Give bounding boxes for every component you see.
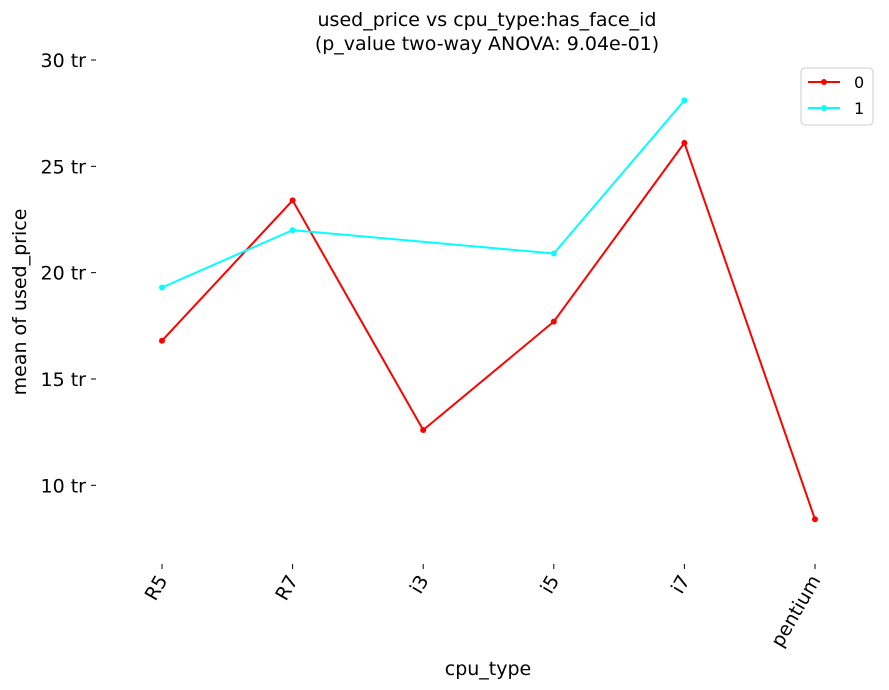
y-tick-label: 20 tr: [41, 263, 87, 285]
series-1-line: [161, 99, 686, 289]
series-0-point: [681, 139, 688, 146]
x-tick-label: i3: [406, 572, 434, 598]
legend-marker-0: [821, 79, 827, 85]
chart-title: used_price vs cpu_type:has_face_id: [318, 9, 657, 31]
y-tick-label: 25 tr: [41, 156, 87, 178]
x-axis-label: cpu_type: [445, 658, 532, 680]
series-1-point: [681, 97, 688, 104]
series-0-point: [159, 337, 165, 344]
series-0-point: [420, 427, 427, 433]
legend-label-0: 0: [854, 73, 864, 92]
series-1-point: [550, 250, 557, 257]
series-0-point: [812, 516, 818, 523]
legend: 01: [800, 67, 874, 126]
x-tick-label: pentium: [767, 572, 826, 651]
plot-area: [159, 97, 818, 523]
y-tick-label: 15 tr: [41, 369, 87, 391]
legend-marker-1: [821, 105, 827, 111]
series-1-point: [289, 227, 296, 234]
x-tick-label: R5: [141, 572, 173, 605]
x-tick-label: i5: [536, 572, 564, 598]
series-0-point: [289, 197, 296, 204]
chart-subtitle: (p_value two-way ANOVA: 9.04e-01): [315, 33, 659, 55]
y-tick-label: 30 tr: [41, 50, 87, 72]
x-tick-label: i7: [667, 572, 695, 598]
series-1-point: [159, 284, 165, 291]
y-axis: 10 tr 15 tr 20 tr 25 tr 30 tr: [41, 50, 96, 497]
x-tick-label: R7: [271, 572, 303, 605]
series-0-line: [161, 140, 816, 520]
legend-label-1: 1: [854, 99, 864, 118]
y-axis-label: mean of used_price: [9, 209, 31, 396]
x-axis: R5 R7 i3 i5 i7 pentium: [141, 564, 826, 651]
y-tick-label: 10 tr: [41, 475, 87, 497]
series-0-point: [550, 318, 557, 325]
